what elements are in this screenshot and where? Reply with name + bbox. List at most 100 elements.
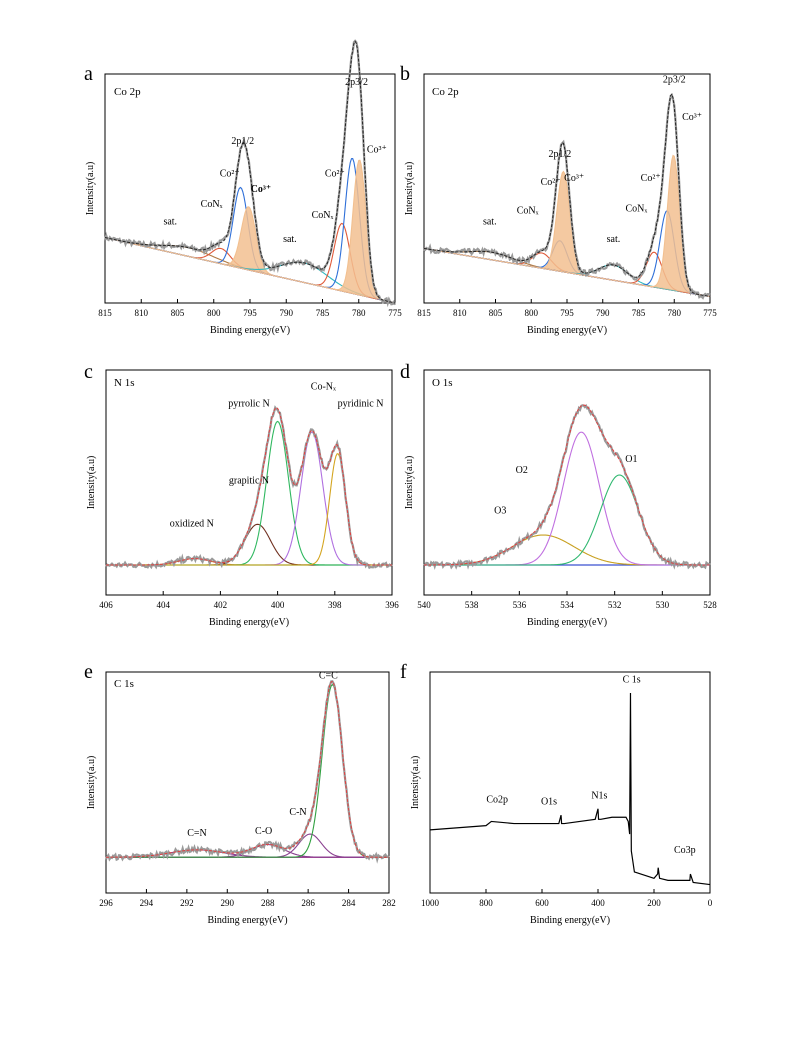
x-tick-label: 282 bbox=[382, 898, 396, 908]
panel-letter-a: a bbox=[84, 63, 93, 85]
x-tick-label: 530 bbox=[656, 600, 670, 610]
corner-label: N 1s bbox=[114, 377, 134, 389]
x-tick-label: 785 bbox=[632, 308, 646, 318]
panel-letter-f: f bbox=[400, 661, 407, 683]
fitted-component bbox=[424, 474, 710, 566]
fitted-component-fill bbox=[105, 160, 395, 303]
survey-spectrum bbox=[429, 693, 711, 886]
x-tick-label: 810 bbox=[453, 308, 467, 318]
corner-label: Co 2p bbox=[114, 86, 141, 98]
x-tick-label: 200 bbox=[647, 898, 661, 908]
fitted-component-fill bbox=[424, 171, 710, 297]
peak-annotation: C-N bbox=[289, 807, 306, 818]
peak-annotation: 2p3/2 bbox=[663, 75, 686, 86]
peak-annotation: C 1s bbox=[623, 675, 641, 686]
peak-annotation: CoNₓ bbox=[201, 199, 223, 210]
y-axis-label: Intensity(a.u) bbox=[86, 456, 97, 510]
envelope-curve bbox=[106, 407, 392, 566]
x-axis-label: Binding energy(eV) bbox=[530, 915, 610, 926]
fitted-component bbox=[424, 431, 710, 566]
envelope-curve bbox=[106, 680, 389, 858]
x-tick-label: 398 bbox=[328, 600, 342, 610]
peak-annotation: N1s bbox=[591, 790, 607, 801]
peak-annotation: CoNₓ bbox=[312, 210, 334, 221]
x-tick-label: 406 bbox=[99, 600, 113, 610]
plot-frame bbox=[105, 671, 390, 894]
x-tick-label: 528 bbox=[703, 600, 717, 610]
peak-annotation: Co³⁺ bbox=[251, 184, 272, 195]
corner-label: C 1s bbox=[114, 678, 134, 690]
x-tick-label: 286 bbox=[301, 898, 315, 908]
x-tick-label: 290 bbox=[221, 898, 235, 908]
y-axis-label: Intensity(a.u) bbox=[410, 756, 421, 810]
peak-annotation: Co³⁺ bbox=[682, 112, 702, 123]
y-axis-label: Intensity(a.u) bbox=[85, 162, 96, 216]
peak-annotation: Co³⁺ bbox=[564, 173, 584, 184]
x-tick-label: 532 bbox=[608, 600, 622, 610]
x-axis-label: Binding energy(eV) bbox=[527, 325, 607, 336]
x-tick-label: 815 bbox=[417, 308, 431, 318]
fitted-component bbox=[106, 420, 392, 566]
x-tick-label: 400 bbox=[591, 898, 605, 908]
y-axis-label: Intensity(a.u) bbox=[404, 162, 415, 216]
envelope-curve bbox=[423, 93, 711, 297]
peak-annotation: Co²⁺ bbox=[220, 169, 240, 180]
x-tick-label: 805 bbox=[171, 308, 185, 318]
x-tick-label: 0 bbox=[708, 898, 713, 908]
x-tick-label: 795 bbox=[560, 308, 574, 318]
peak-annotation: 2p1/2 bbox=[548, 149, 571, 160]
x-tick-label: 800 bbox=[525, 308, 539, 318]
panel-letter-d: d bbox=[400, 361, 410, 383]
peak-annotation: sat. bbox=[283, 234, 297, 245]
y-axis-label: Intensity(a.u) bbox=[86, 756, 97, 810]
peak-annotation: Co³⁺ bbox=[367, 145, 387, 156]
x-tick-label: 534 bbox=[560, 600, 574, 610]
peak-annotation: sat. bbox=[163, 216, 177, 227]
x-tick-label: 600 bbox=[535, 898, 549, 908]
panel-c: c N 1s 406 404 402 400 398 396 Binding energy(… bbox=[84, 361, 399, 628]
x-tick-label: 810 bbox=[135, 308, 149, 318]
x-tick-label: 540 bbox=[417, 600, 431, 610]
x-tick-label: 538 bbox=[465, 600, 479, 610]
x-tick-label: 288 bbox=[261, 898, 275, 908]
x-tick-label: 1000 bbox=[421, 898, 440, 908]
x-tick-label: 536 bbox=[513, 600, 527, 610]
peak-annotation: pyridinic N bbox=[338, 398, 384, 409]
fitted-component-fill bbox=[105, 206, 395, 303]
peak-annotation: O1s bbox=[541, 797, 557, 808]
x-axis-label: Binding energy(eV) bbox=[209, 617, 289, 628]
plot-frame bbox=[105, 369, 393, 596]
x-tick-label: 805 bbox=[489, 308, 503, 318]
peak-annotation: grapitic N bbox=[229, 476, 269, 487]
x-tick-label: 296 bbox=[99, 898, 113, 908]
x-tick-label: 780 bbox=[352, 308, 366, 318]
x-axis-label: Binding energy(eV) bbox=[207, 915, 287, 926]
panel-a: a Co 2p 815 810 805 800 795 790 785 780 775 Bindi… bbox=[84, 39, 402, 336]
fitted-component bbox=[106, 833, 389, 858]
panel-e: e C 1s 296 294 292 290 288 286 284 282 Binding e… bbox=[84, 661, 396, 926]
fitted-component-fill bbox=[424, 155, 710, 297]
fitted-component bbox=[106, 453, 392, 566]
x-tick-label: 396 bbox=[385, 600, 399, 610]
fitted-component bbox=[106, 431, 392, 566]
x-tick-label: 284 bbox=[342, 898, 356, 908]
peak-annotation: Co²⁺ bbox=[325, 169, 345, 180]
x-tick-label: 815 bbox=[98, 308, 112, 318]
x-tick-label: 402 bbox=[214, 600, 228, 610]
x-tick-label: 292 bbox=[180, 898, 194, 908]
x-tick-label: 800 bbox=[479, 898, 493, 908]
panel-letter-e: e bbox=[84, 661, 93, 683]
y-axis-label: Intensity(a.u) bbox=[404, 456, 415, 510]
panel-d: d O 1s 540 538 536 534 532 530 528 Binding ener… bbox=[400, 361, 717, 628]
peak-annotation: O3 bbox=[494, 506, 506, 517]
experimental-curve bbox=[105, 405, 393, 570]
peak-annotation: CoNₓ bbox=[625, 203, 647, 214]
fitted-component bbox=[106, 683, 389, 858]
peak-annotation: 2p3/2 bbox=[345, 77, 368, 88]
peak-annotation: pyrrolic N bbox=[228, 398, 269, 409]
peak-annotation: Co²⁺ bbox=[641, 173, 661, 184]
peak-annotation: CoNₓ bbox=[517, 206, 539, 217]
panel-b: b Co 2p 815 810 805 800 795 790 785 780 775 Bindi… bbox=[400, 63, 717, 336]
peak-annotation: oxidized N bbox=[170, 518, 214, 529]
